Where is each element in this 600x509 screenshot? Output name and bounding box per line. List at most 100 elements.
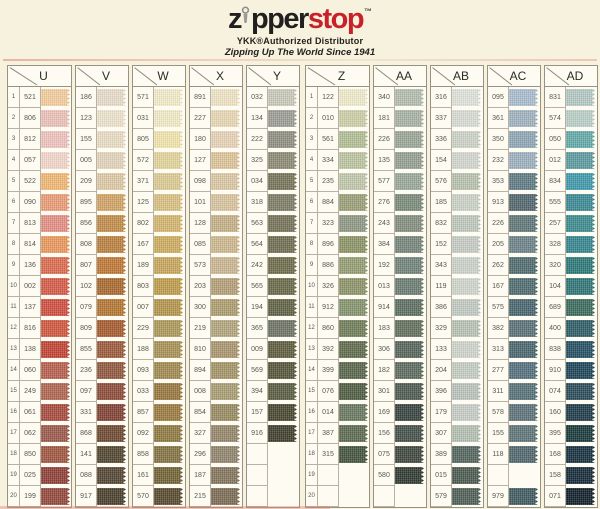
swatch-row: 188 — [133, 339, 185, 360]
fabric-swatch — [211, 172, 240, 190]
row-number: 16 — [306, 402, 318, 423]
swatch-row: 5 522 — [8, 171, 71, 192]
row-number: 3 — [306, 129, 318, 150]
swatch-area — [41, 213, 71, 234]
swatch-row: 098 — [190, 171, 242, 192]
swatch-row: 343 — [431, 255, 483, 276]
fabric-swatch — [509, 424, 538, 442]
swatch-row: 328 — [545, 234, 597, 255]
swatch-row: 156 — [374, 423, 426, 444]
fabric-swatch — [452, 424, 481, 442]
color-code: 855 — [76, 339, 97, 360]
column-header-Y: Y — [247, 66, 299, 87]
color-code: 329 — [431, 318, 452, 339]
swatch-row: 032 — [247, 87, 299, 108]
swatch-row — [247, 486, 299, 507]
swatch-area — [97, 213, 128, 234]
fabric-swatch — [509, 172, 538, 190]
color-code: 242 — [247, 255, 268, 276]
fabric-swatch — [509, 256, 538, 274]
row-number: 17 — [8, 423, 20, 444]
swatch-row: 5 235 — [306, 171, 369, 192]
swatch-row: 382 — [488, 318, 540, 339]
color-code: 203 — [190, 276, 211, 297]
color-code: 813 — [20, 213, 41, 234]
swatch-area — [97, 465, 128, 486]
swatch-area — [41, 255, 71, 276]
color-code: 689 — [545, 297, 566, 318]
swatch-row: 074 — [545, 381, 597, 402]
color-code: 088 — [76, 465, 97, 486]
diagonal-corner-line — [133, 66, 185, 86]
fabric-swatch — [566, 151, 595, 169]
row-number: 7 — [8, 213, 20, 234]
fabric-swatch — [395, 88, 424, 106]
swatch-area — [339, 339, 369, 360]
swatch-row: 838 — [545, 339, 597, 360]
swatch-area — [566, 381, 597, 402]
color-code: 167 — [133, 234, 154, 255]
swatch-row: 1 122 — [306, 87, 369, 108]
fabric-swatch — [211, 445, 240, 463]
fabric-swatch — [211, 88, 240, 106]
column-W: W 571 031 805 572 371 125 802 167 189 803 007 229 188… — [132, 65, 186, 508]
fabric-swatch — [97, 109, 126, 127]
row-number: 16 — [8, 402, 20, 423]
color-code: 098 — [190, 171, 211, 192]
swatch-area — [339, 192, 369, 213]
color-code: 313 — [488, 339, 509, 360]
swatch-area — [211, 192, 242, 213]
color-code: 384 — [374, 234, 395, 255]
color-code: 353 — [488, 171, 509, 192]
column-V: V 186 123 155 005 209 895 856 808 807 102 079 809 855… — [75, 65, 129, 508]
swatch-row: 012 — [545, 150, 597, 171]
fabric-swatch — [154, 277, 183, 295]
fabric-swatch — [566, 340, 595, 358]
color-code: 226 — [488, 213, 509, 234]
swatch-row: 008 — [190, 381, 242, 402]
column-letter: Y — [272, 69, 281, 83]
swatch-row: 301 — [374, 381, 426, 402]
color-code: 327 — [190, 423, 211, 444]
color-code: 979 — [488, 486, 509, 507]
swatch-area — [509, 339, 540, 360]
color-code: 133 — [431, 339, 452, 360]
swatch-area — [268, 171, 299, 192]
column-U: U 1 521 2 806 3 812 4 057 5 522 6 090 7 813 8 814 9 136 10 0… — [7, 65, 72, 508]
fabric-swatch — [97, 445, 126, 463]
color-code: 222 — [247, 129, 268, 150]
swatch-row: 013 — [374, 276, 426, 297]
swatch-area — [268, 192, 299, 213]
swatch-area — [97, 318, 128, 339]
swatch-area — [339, 444, 369, 465]
color-code: 571 — [133, 87, 154, 108]
swatch-area — [566, 129, 597, 150]
swatch-area — [211, 171, 242, 192]
swatch-area — [211, 444, 242, 465]
column-letter: W — [157, 69, 169, 83]
fabric-swatch — [339, 172, 368, 190]
fabric-swatch — [154, 403, 183, 421]
color-code: 857 — [133, 402, 154, 423]
fabric-swatch — [452, 466, 481, 484]
swatch-area — [452, 234, 483, 255]
swatch-area — [395, 297, 426, 318]
swatch-area — [211, 234, 242, 255]
color-code: 167 — [488, 276, 509, 297]
color-code: 074 — [545, 381, 566, 402]
fabric-swatch — [97, 361, 126, 379]
swatch-area — [395, 444, 426, 465]
swatch-area — [452, 486, 483, 507]
color-code: 090 — [20, 192, 41, 213]
diagonal-corner-line — [374, 66, 426, 86]
swatch-row: 189 — [133, 255, 185, 276]
swatch-area — [566, 423, 597, 444]
swatch-area — [339, 423, 369, 444]
tagline: Zipping Up The World Since 1941 — [224, 47, 376, 58]
swatch-area — [339, 234, 369, 255]
color-code: 062 — [20, 423, 41, 444]
fabric-swatch — [395, 172, 424, 190]
color-code: 569 — [247, 360, 268, 381]
fabric-swatch — [41, 214, 70, 232]
swatch-row: 306 — [374, 339, 426, 360]
